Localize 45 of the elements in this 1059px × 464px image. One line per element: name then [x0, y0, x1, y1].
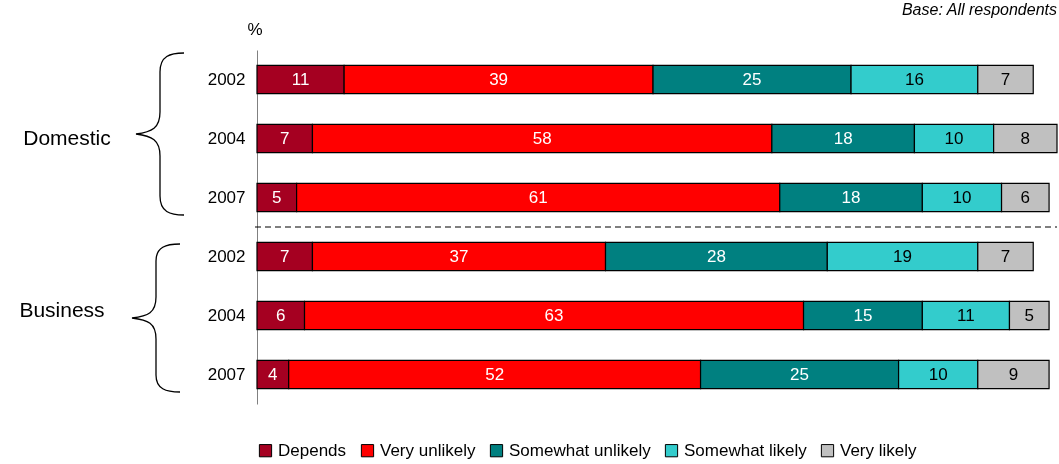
y-tick-label: 2002	[207, 69, 246, 89]
data-label: 5	[272, 187, 282, 207]
data-label: 4	[268, 364, 278, 384]
legend-label: Somewhat unlikely	[509, 440, 652, 460]
y-tick-label: 2007	[207, 187, 246, 207]
data-label: 39	[489, 69, 509, 89]
y-tick-label: 2004	[207, 128, 246, 148]
data-label: 7	[1000, 69, 1011, 89]
data-label: 7	[279, 246, 290, 266]
data-label: 15	[853, 305, 873, 325]
legend-label: Depends	[278, 440, 347, 460]
legend-label: Somewhat likely	[684, 440, 808, 460]
data-label: 10	[952, 187, 972, 207]
text: Base: All respondents	[901, 1, 1057, 18]
data-label: 61	[528, 187, 548, 207]
text: Business	[19, 298, 105, 321]
data-label: 18	[833, 128, 853, 148]
text: %	[247, 20, 263, 39]
data-label: 10	[928, 364, 948, 384]
y-tick-label: 2007	[207, 364, 246, 384]
legend-label: Very unlikely	[380, 440, 476, 460]
text: Domestic	[23, 126, 111, 149]
y-tick-label: 2002	[207, 246, 246, 266]
data-label: 19	[893, 246, 913, 266]
data-label: 37	[449, 246, 469, 266]
data-label: 6	[1020, 187, 1031, 207]
data-label: 5	[1024, 305, 1035, 325]
data-label: 10	[944, 128, 964, 148]
data-label: 8	[1020, 128, 1031, 148]
data-label: 11	[291, 69, 310, 89]
data-label: 7	[1000, 246, 1011, 266]
y-tick-label: 2004	[207, 305, 246, 325]
data-label: 6	[276, 305, 286, 325]
data-label: 9	[1008, 364, 1019, 384]
data-label: 58	[532, 128, 552, 148]
data-label: 25	[742, 69, 762, 89]
data-label: 18	[841, 187, 861, 207]
data-label: 28	[706, 246, 726, 266]
data-label: 7	[279, 128, 290, 148]
data-label: 52	[485, 364, 505, 384]
data-label: 11	[957, 305, 975, 325]
data-label: 16	[904, 69, 924, 89]
data-label: 63	[544, 305, 564, 325]
legend-label: Very likely	[840, 440, 918, 460]
data-label: 25	[790, 364, 810, 384]
